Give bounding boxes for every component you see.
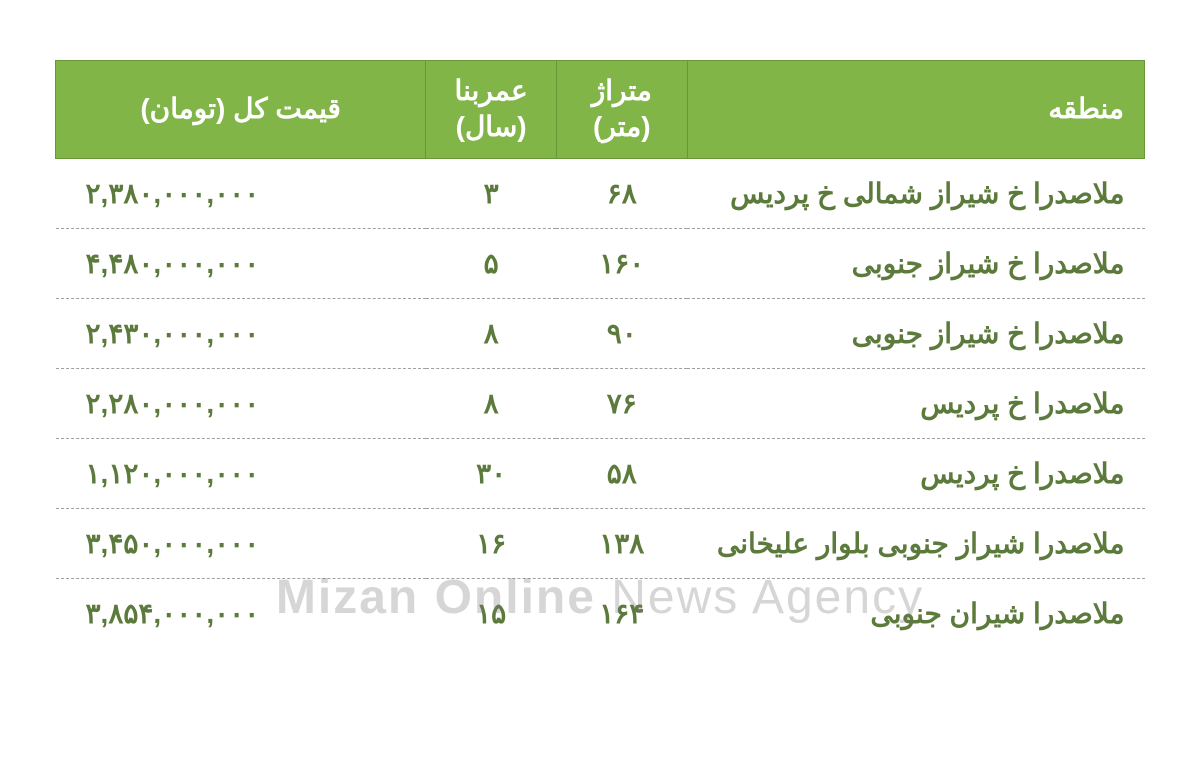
cell-age: ۱۶ (426, 508, 557, 578)
cell-age: ۱۵ (426, 578, 557, 648)
col-header-region: منطقه (687, 61, 1144, 159)
cell-age: ۳۰ (426, 438, 557, 508)
table-row: ملاصدرا شیراز جنوبی بلوار علیخانی ۱۳۸ ۱۶… (56, 508, 1145, 578)
cell-area: ۶۸ (556, 158, 687, 228)
cell-age: ۵ (426, 228, 557, 298)
cell-age: ۳ (426, 158, 557, 228)
cell-price: ۲,۲۸۰,۰۰۰,۰۰۰ (56, 368, 426, 438)
cell-region: ملاصدرا خ شیراز جنوبی (687, 298, 1144, 368)
cell-price: ۲,۴۳۰,۰۰۰,۰۰۰ (56, 298, 426, 368)
cell-area: ۵۸ (556, 438, 687, 508)
cell-area: ۱۶۴ (556, 578, 687, 648)
table-row: ملاصدرا خ شیراز جنوبی ۹۰ ۸ ۲,۴۳۰,۰۰۰,۰۰۰ (56, 298, 1145, 368)
cell-price: ۴,۴۸۰,۰۰۰,۰۰۰ (56, 228, 426, 298)
table-row: ملاصدرا خ پردیس ۷۶ ۸ ۲,۲۸۰,۰۰۰,۰۰۰ (56, 368, 1145, 438)
col-header-area: متراژ (متر) (556, 61, 687, 159)
table-row: ملاصدرا خ شیراز شمالی خ پردیس ۶۸ ۳ ۲,۳۸۰… (56, 158, 1145, 228)
table-row: ملاصدرا شیران جنوبی ۱۶۴ ۱۵ ۳,۸۵۴,۰۰۰,۰۰۰ (56, 578, 1145, 648)
cell-area: ۷۶ (556, 368, 687, 438)
price-table-container: منطقه متراژ (متر) عمربنا (سال) قیمت کل (… (55, 60, 1145, 648)
cell-price: ۳,۴۵۰,۰۰۰,۰۰۰ (56, 508, 426, 578)
cell-region: ملاصدرا خ پردیس (687, 368, 1144, 438)
cell-price: ۲,۳۸۰,۰۰۰,۰۰۰ (56, 158, 426, 228)
table-row: ملاصدرا خ پردیس ۵۸ ۳۰ ۱,۱۲۰,۰۰۰,۰۰۰ (56, 438, 1145, 508)
cell-region: ملاصدرا خ پردیس (687, 438, 1144, 508)
cell-area: ۱۶۰ (556, 228, 687, 298)
table-row: ملاصدرا خ شیراز جنوبی ۱۶۰ ۵ ۴,۴۸۰,۰۰۰,۰۰… (56, 228, 1145, 298)
cell-age: ۸ (426, 368, 557, 438)
table-header-row: منطقه متراژ (متر) عمربنا (سال) قیمت کل (… (56, 61, 1145, 159)
col-header-age: عمربنا (سال) (426, 61, 557, 159)
cell-price: ۱,۱۲۰,۰۰۰,۰۰۰ (56, 438, 426, 508)
cell-region: ملاصدرا خ شیراز جنوبی (687, 228, 1144, 298)
price-table: منطقه متراژ (متر) عمربنا (سال) قیمت کل (… (55, 60, 1145, 648)
col-header-price: قیمت کل (تومان) (56, 61, 426, 159)
cell-area: ۹۰ (556, 298, 687, 368)
cell-region: ملاصدرا شیراز جنوبی بلوار علیخانی (687, 508, 1144, 578)
cell-region: ملاصدرا شیران جنوبی (687, 578, 1144, 648)
cell-age: ۸ (426, 298, 557, 368)
cell-area: ۱۳۸ (556, 508, 687, 578)
cell-region: ملاصدرا خ شیراز شمالی خ پردیس (687, 158, 1144, 228)
cell-price: ۳,۸۵۴,۰۰۰,۰۰۰ (56, 578, 426, 648)
